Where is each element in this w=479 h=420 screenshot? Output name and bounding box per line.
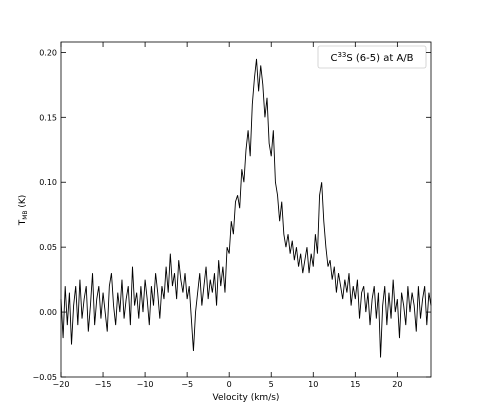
plot-frame bbox=[60, 41, 432, 378]
legend-text: C33S (6-5) at A/B bbox=[330, 51, 413, 64]
legend-part: C bbox=[330, 53, 337, 64]
x-axis-label: Velocity (km/s) bbox=[213, 393, 280, 403]
legend-sup: 33 bbox=[337, 51, 346, 59]
legend-box bbox=[317, 45, 427, 69]
x-tick-label: 10 bbox=[308, 380, 318, 389]
x-tick-label: 15 bbox=[350, 380, 360, 389]
x-tick-label: 5 bbox=[269, 380, 274, 389]
y-axis-label: TMB (K) bbox=[18, 195, 29, 227]
y-tick-label: 0.00 bbox=[39, 308, 57, 317]
y-label-part: T bbox=[18, 219, 28, 226]
legend-part: S (6-5) at A/B bbox=[346, 53, 413, 64]
y-tick-label: 0.05 bbox=[39, 243, 57, 252]
y-label-part: (K) bbox=[18, 195, 28, 211]
x-tick-label: −15 bbox=[95, 380, 112, 389]
spectrum-line bbox=[60, 58, 432, 358]
x-tick-label: −10 bbox=[137, 380, 154, 389]
x-tick-label: −20 bbox=[53, 380, 70, 389]
x-tick-label: 0 bbox=[227, 380, 232, 389]
y-tick-label: 0.10 bbox=[39, 178, 57, 187]
y-tick-label: −0.05 bbox=[32, 373, 57, 382]
y-tick-label: 0.20 bbox=[39, 48, 57, 57]
y-tick-label: 0.15 bbox=[39, 113, 57, 122]
x-tick-label: 20 bbox=[392, 380, 402, 389]
y-label-sub: MB bbox=[22, 211, 29, 220]
x-tick-label: −5 bbox=[181, 380, 193, 389]
